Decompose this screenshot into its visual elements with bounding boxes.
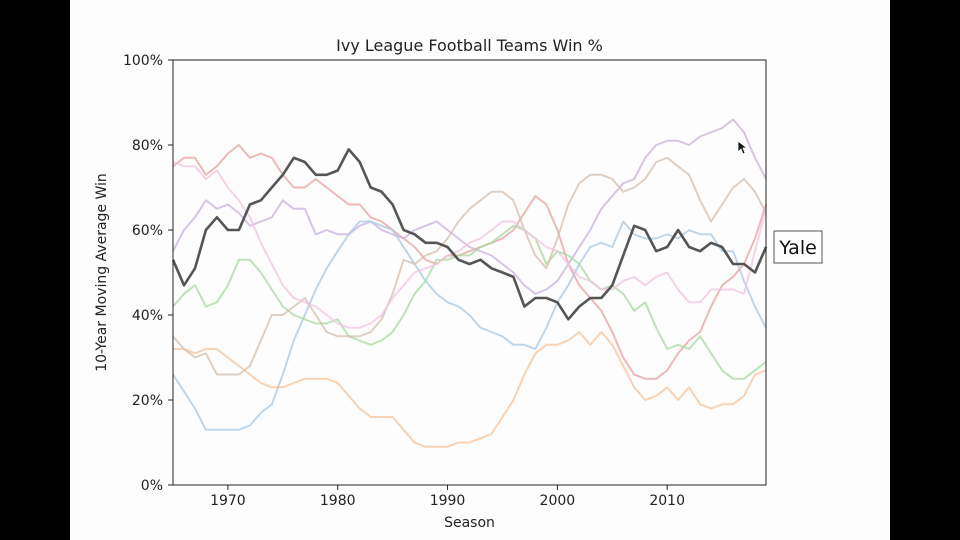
mouse-cursor-icon	[737, 140, 749, 155]
y-tick-label: 80%	[132, 138, 163, 154]
annotation-box	[773, 230, 823, 264]
highlight-annotation: Yale	[773, 230, 823, 264]
y-tick-label: 60%	[132, 223, 163, 239]
series-line-2	[172, 220, 767, 431]
figure-canvas: 1970 1980 1990 2000 2010 0% 20% 40% 60% 80% 100% I…	[70, 0, 890, 540]
y-tick-label: 0%	[141, 478, 163, 494]
y-tick-label: 20%	[132, 393, 163, 409]
x-tick-label: 2000	[540, 493, 576, 509]
x-tick-label: 2010	[649, 493, 685, 509]
series-line-5	[172, 156, 767, 376]
plot-frame	[172, 59, 767, 486]
series-line-4	[173, 331, 767, 448]
x-tick-label: 1990	[430, 493, 466, 509]
series-lines	[171, 118, 768, 448]
x-tick-label: 1970	[210, 493, 246, 509]
x-tick-label: 1980	[320, 493, 356, 509]
x-axis-label: Season	[444, 515, 495, 531]
series-line-3	[172, 224, 767, 380]
series-line-0	[172, 144, 767, 380]
axis-ticks: 1970 1980 1990 2000 2010 0% 20% 40% 60% 80% 100%	[123, 53, 685, 509]
chart-title: Ivy League Football Teams Win %	[336, 36, 603, 55]
line-chart: 1970 1980 1990 2000 2010 0% 20% 40% 60% 80% 100% I…	[94, 36, 823, 531]
annotation-label: Yale	[778, 237, 817, 259]
y-tick-label: 40%	[132, 308, 163, 324]
y-axis-label: 10-Year Moving Average Win	[94, 173, 110, 372]
y-tick-label: 100%	[123, 53, 163, 69]
series-line-highlighted	[171, 148, 768, 321]
series-line-6	[172, 161, 767, 329]
series-line-1	[172, 118, 767, 295]
